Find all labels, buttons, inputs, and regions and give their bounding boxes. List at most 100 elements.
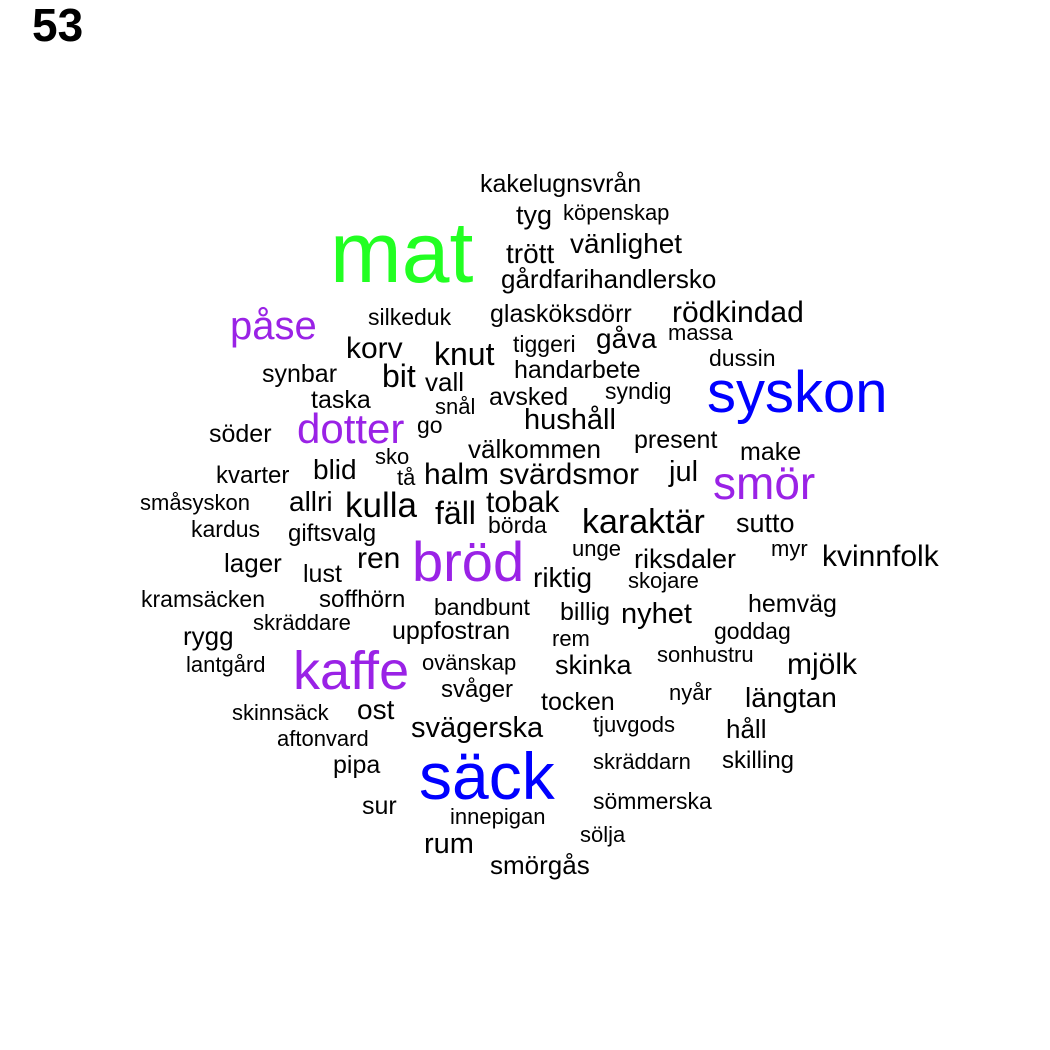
word-skraddarn: skräddarn xyxy=(593,749,691,774)
word-gardfarihandlersko: gårdfarihandlersko xyxy=(501,264,717,294)
word-trott: trött xyxy=(506,238,555,269)
word-rem: rem xyxy=(552,626,590,651)
word-bit: bit xyxy=(382,358,416,394)
word-sack: säck xyxy=(419,739,555,813)
word-unge: unge xyxy=(572,536,621,561)
page-number: 53 xyxy=(32,0,84,51)
word-tjuvgods: tjuvgods xyxy=(593,712,675,737)
word-sommerska: sömmerska xyxy=(593,788,712,814)
word-korv: korv xyxy=(346,332,403,365)
word-goddag: goddag xyxy=(714,618,791,644)
word-blid: blid xyxy=(313,454,357,485)
word-svardsmor: svärdsmor xyxy=(499,458,640,491)
word-rum: rum xyxy=(424,828,474,860)
word-tocken: tocken xyxy=(541,688,615,716)
word-snal: snål xyxy=(435,394,476,419)
word-innepigan: innepigan xyxy=(450,804,546,829)
word-kulla: kulla xyxy=(345,486,417,525)
word-rygg: rygg xyxy=(183,621,234,651)
word-sonhustru: sonhustru xyxy=(657,642,754,667)
word-go: go xyxy=(417,412,443,438)
word-brod: bröd xyxy=(412,530,525,593)
word-sko: sko xyxy=(375,444,410,469)
word-present: present xyxy=(634,426,718,454)
word-myr: myr xyxy=(771,536,808,561)
word-massa: massa xyxy=(668,320,733,345)
word-smor: smör xyxy=(713,457,816,509)
word-synbar: synbar xyxy=(262,360,338,388)
word-pipa: pipa xyxy=(333,751,381,779)
word-knut: knut xyxy=(434,336,495,372)
word-solja: sölja xyxy=(580,822,626,847)
word-sutto: sutto xyxy=(736,508,795,538)
word-sur: sur xyxy=(362,792,397,820)
word-handarbete: handarbete xyxy=(514,356,641,384)
word-kvarter: kvarter xyxy=(216,462,290,489)
word-fall: fäll xyxy=(435,495,476,531)
word-hemvag: hemväg xyxy=(748,590,837,618)
word-skojare: skojare xyxy=(628,568,699,593)
word-kramsacken: kramsäcken xyxy=(141,586,265,612)
word-svagerska: svägerska xyxy=(411,712,544,744)
word-nyhet: nyhet xyxy=(621,598,692,630)
word-langtan: längtan xyxy=(745,682,837,713)
word-riksdaler: riksdaler xyxy=(634,544,737,574)
word-taska: taska xyxy=(311,386,371,414)
word-vanlighet: vänlighet xyxy=(570,228,683,259)
word-skinka: skinka xyxy=(555,650,632,680)
word-mjolk: mjölk xyxy=(787,648,858,681)
word-jul: jul xyxy=(669,456,699,488)
word-kaffe: kaffe xyxy=(293,641,410,701)
word-lager: lager xyxy=(224,548,282,578)
word-valkommen: välkommen xyxy=(468,434,601,464)
word-silkeduk: silkeduk xyxy=(368,304,452,330)
word-dotter: dotter xyxy=(297,405,405,452)
word-ta: tå xyxy=(397,465,416,490)
word-soder: söder xyxy=(209,420,272,448)
word-billig: billig xyxy=(560,598,611,626)
word-lust: lust xyxy=(303,560,342,588)
word-skilling: skilling xyxy=(722,747,795,774)
word-skinnsack: skinnsäck xyxy=(232,700,329,725)
word-glaskoksdorr: glasköksdörr xyxy=(490,300,632,328)
word-karaktar: karaktär xyxy=(582,503,705,541)
word-giftsvalg: giftsvalg xyxy=(288,520,377,547)
word-syskon: syskon xyxy=(707,360,888,425)
word-gava: gåva xyxy=(596,323,657,354)
word-kvinnfolk: kvinnfolk xyxy=(822,540,939,573)
word-lantgard: lantgård xyxy=(186,652,266,677)
word-kakelugnsvran: kakelugnsvrån xyxy=(480,170,642,198)
word-tyg: tyg xyxy=(516,200,553,230)
word-aftonvard: aftonvard xyxy=(277,726,369,751)
word-svager: svåger xyxy=(441,676,514,703)
word-ovanskap: ovänskap xyxy=(422,650,517,675)
word-nyar: nyår xyxy=(669,680,712,705)
word-vall: vall xyxy=(425,367,465,397)
word-tobak: tobak xyxy=(486,486,560,519)
word-dussin: dussin xyxy=(709,345,776,371)
word-avsked: avsked xyxy=(489,383,569,411)
word-hushall: hushåll xyxy=(524,404,616,436)
word-kardus: kardus xyxy=(191,516,261,542)
word-ost: ost xyxy=(357,694,395,725)
word-bandbunt: bandbunt xyxy=(434,594,530,620)
word-smorgas: smörgås xyxy=(490,850,590,880)
word-riktig: riktig xyxy=(533,562,593,593)
word-pase: påse xyxy=(230,304,317,348)
word-hall: håll xyxy=(726,714,767,744)
word-smasyskon: småsyskon xyxy=(140,490,251,515)
word-borda: börda xyxy=(488,512,547,538)
word-allri: allri xyxy=(289,486,333,517)
word-mat: mat xyxy=(330,205,474,301)
word-rodkindad: rödkindad xyxy=(672,296,804,329)
word-skraddare: skräddare xyxy=(253,610,351,635)
word-tiggeri: tiggeri xyxy=(513,331,576,357)
word-kopenskap: köpenskap xyxy=(563,200,670,225)
word-soffhorn: soffhörn xyxy=(319,586,406,613)
word-halm: halm xyxy=(424,458,490,491)
word-ren: ren xyxy=(357,542,401,575)
word-make: make xyxy=(740,438,802,466)
word-syndig: syndig xyxy=(605,378,672,404)
word-uppfostran: uppfostran xyxy=(392,617,511,645)
